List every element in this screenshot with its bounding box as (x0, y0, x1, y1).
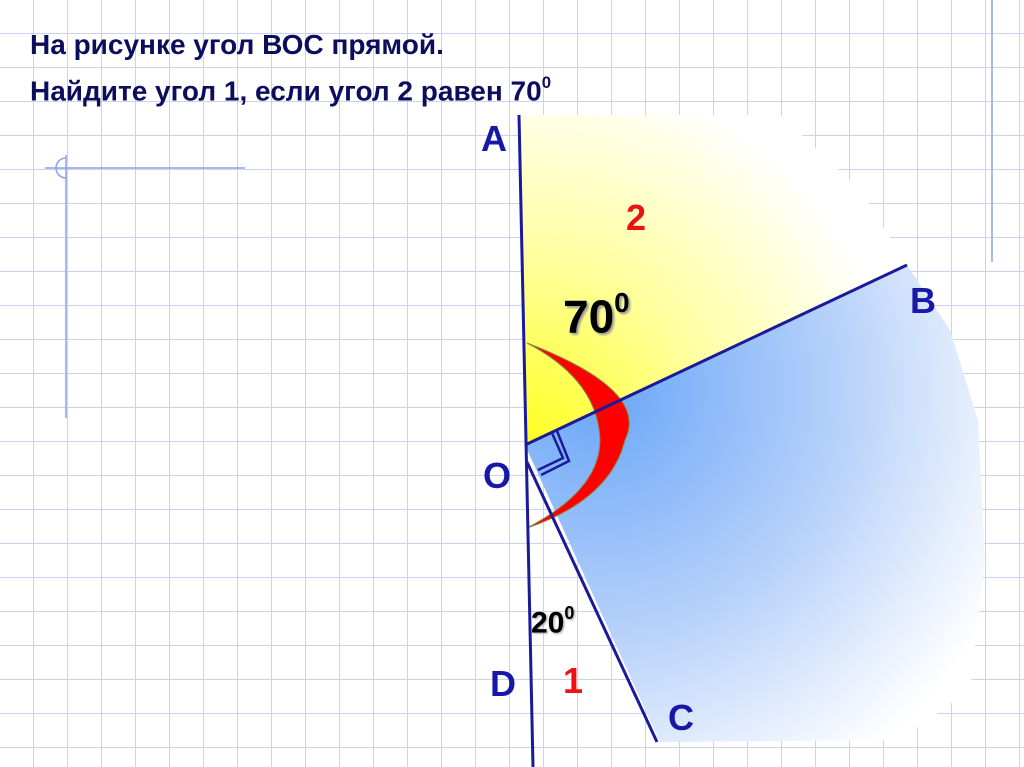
line-ad (517, 114, 535, 767)
problem-statement: На рисунке угол ВОС прямой. Найдите угол… (30, 26, 551, 111)
angle-2-value: 700 (563, 287, 630, 344)
title-line-1: На рисунке угол ВОС прямой. (30, 29, 444, 60)
angle-1-number: 20 (531, 606, 565, 640)
title-line-2: Найдите угол 1, если угол 2 равен 700 (30, 64, 551, 111)
angle-2-number: 70 (563, 290, 615, 343)
angle-2-label: 2 (626, 197, 647, 238)
angle-2-sector (520, 115, 907, 445)
title-line-2-text: Найдите угол 1, если угол 2 равен 70 (30, 75, 542, 107)
angle-1-value: 200 (531, 603, 574, 641)
point-c-label: C (668, 697, 694, 738)
degree-sup: 0 (541, 73, 552, 92)
angle-1-label: 1 (563, 660, 584, 701)
point-b-label: B (910, 280, 936, 321)
angle-boc-sector (525, 265, 985, 742)
ray-ob (524, 263, 908, 447)
point-a-label: A (481, 118, 507, 159)
right-angle-mark (537, 430, 571, 477)
angle-1-degree: 0 (564, 603, 575, 623)
angle-2-degree: 0 (614, 287, 630, 318)
margin-circle (55, 157, 67, 179)
ray-oc (525, 461, 659, 743)
point-o-label: O (483, 455, 512, 496)
point-d-label: D (490, 663, 516, 704)
